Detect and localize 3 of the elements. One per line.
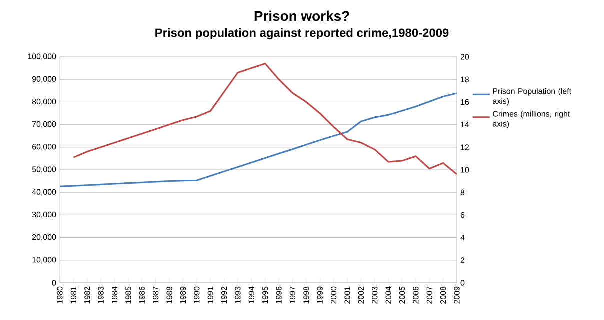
- chart-subtitle: Prison population against reported crime,1980-2009: [156, 28, 449, 40]
- line-series: [60, 92, 458, 188]
- chart-title: Prison works?: [254, 10, 350, 22]
